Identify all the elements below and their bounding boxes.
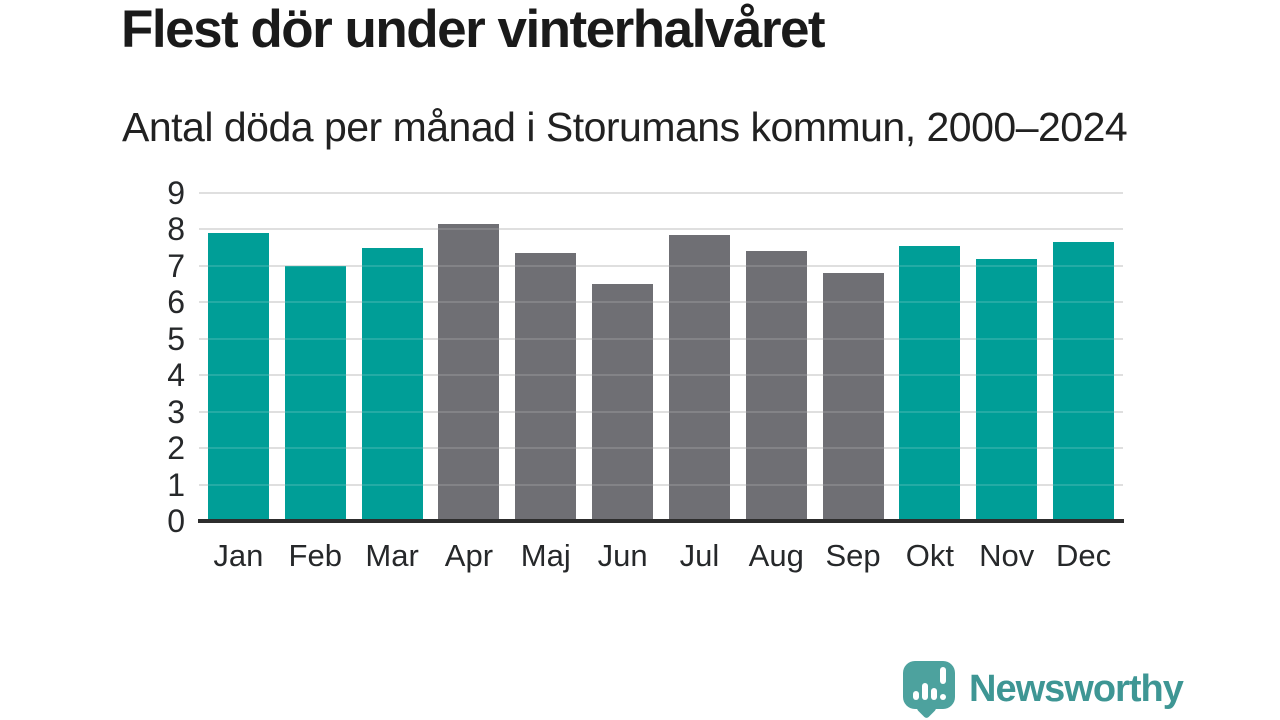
x-tick-label-dec: Dec — [1056, 538, 1112, 573]
x-tick-label-jul: Jul — [679, 538, 720, 573]
y-tick-label-7: 7 — [167, 247, 185, 284]
gridline-overlay-6 — [199, 301, 1123, 304]
bar-nov — [976, 258, 1038, 521]
x-tick-label-feb: Feb — [288, 538, 342, 573]
x-tick-label-jun: Jun — [597, 538, 648, 573]
mini-bar-chart-icon — [913, 683, 937, 700]
x-tick-label-sep: Sep — [825, 538, 881, 573]
gridline-overlay-8 — [199, 228, 1123, 231]
gridline-overlay-7 — [199, 264, 1123, 267]
x-tick-label-jan: Jan — [213, 538, 264, 573]
bar-jun — [592, 284, 654, 521]
gridline-6 — [199, 301, 1123, 304]
bar-jul — [668, 234, 730, 521]
gridline-overlay-1 — [199, 483, 1123, 486]
x-tick-label-mar: Mar — [365, 538, 419, 573]
y-tick-label-0: 0 — [167, 503, 185, 539]
gridline-overlay-5 — [199, 337, 1123, 340]
bar-apr — [438, 223, 500, 521]
y-tick-label-1: 1 — [167, 466, 185, 503]
x-tick-label-aug: Aug — [748, 538, 804, 573]
gridline-8 — [199, 228, 1123, 231]
bar-dec — [1053, 242, 1115, 521]
bar-feb — [284, 265, 346, 521]
y-tick-label-9: 9 — [167, 175, 185, 211]
newsworthy-logo[interactable]: Newsworthy — [903, 661, 1184, 720]
x-tick-label-apr: Apr — [444, 538, 494, 573]
newsworthy-logo-icon — [903, 661, 955, 720]
x-tick-label-nov: Nov — [979, 538, 1035, 573]
x-tick-label-maj: Maj — [520, 538, 571, 573]
gridline-2 — [199, 447, 1123, 450]
newsworthy-logo-text: Newsworthy — [969, 667, 1184, 710]
bar-mar — [361, 247, 423, 521]
gridline-9 — [199, 192, 1123, 194]
y-tick-label-5: 5 — [167, 320, 185, 357]
y-tick-label-8: 8 — [167, 211, 185, 248]
gridline-overlay-4 — [199, 374, 1123, 377]
exclamation-icon — [940, 667, 946, 684]
x-tick-label-okt: Okt — [905, 538, 955, 573]
y-tick-label-4: 4 — [167, 357, 185, 394]
gridline-overlay-2 — [199, 447, 1123, 450]
gridline-7 — [199, 264, 1123, 267]
gridline-overlay-9 — [199, 192, 1123, 194]
y-tick-label-3: 3 — [167, 393, 185, 430]
bar-aug — [745, 251, 807, 521]
gridline-3 — [199, 410, 1123, 413]
bar-okt — [899, 245, 961, 521]
bar-sep — [822, 273, 884, 521]
chart-title: Flest dör under vinterhalvåret — [121, 0, 826, 59]
gridline-1 — [199, 483, 1123, 486]
gridline-4 — [199, 374, 1123, 377]
gridline-overlay-3 — [199, 410, 1123, 413]
x-axis-line — [198, 519, 1124, 523]
gridline-5 — [199, 337, 1123, 340]
exclamation-dot-icon — [940, 694, 946, 700]
y-tick-label-2: 2 — [167, 430, 185, 467]
bar-jan — [207, 233, 269, 521]
y-tick-label-6: 6 — [167, 284, 185, 321]
chart-subtitle: Antal döda per månad i Storumans kommun,… — [122, 104, 1128, 150]
bar-maj — [515, 253, 577, 521]
